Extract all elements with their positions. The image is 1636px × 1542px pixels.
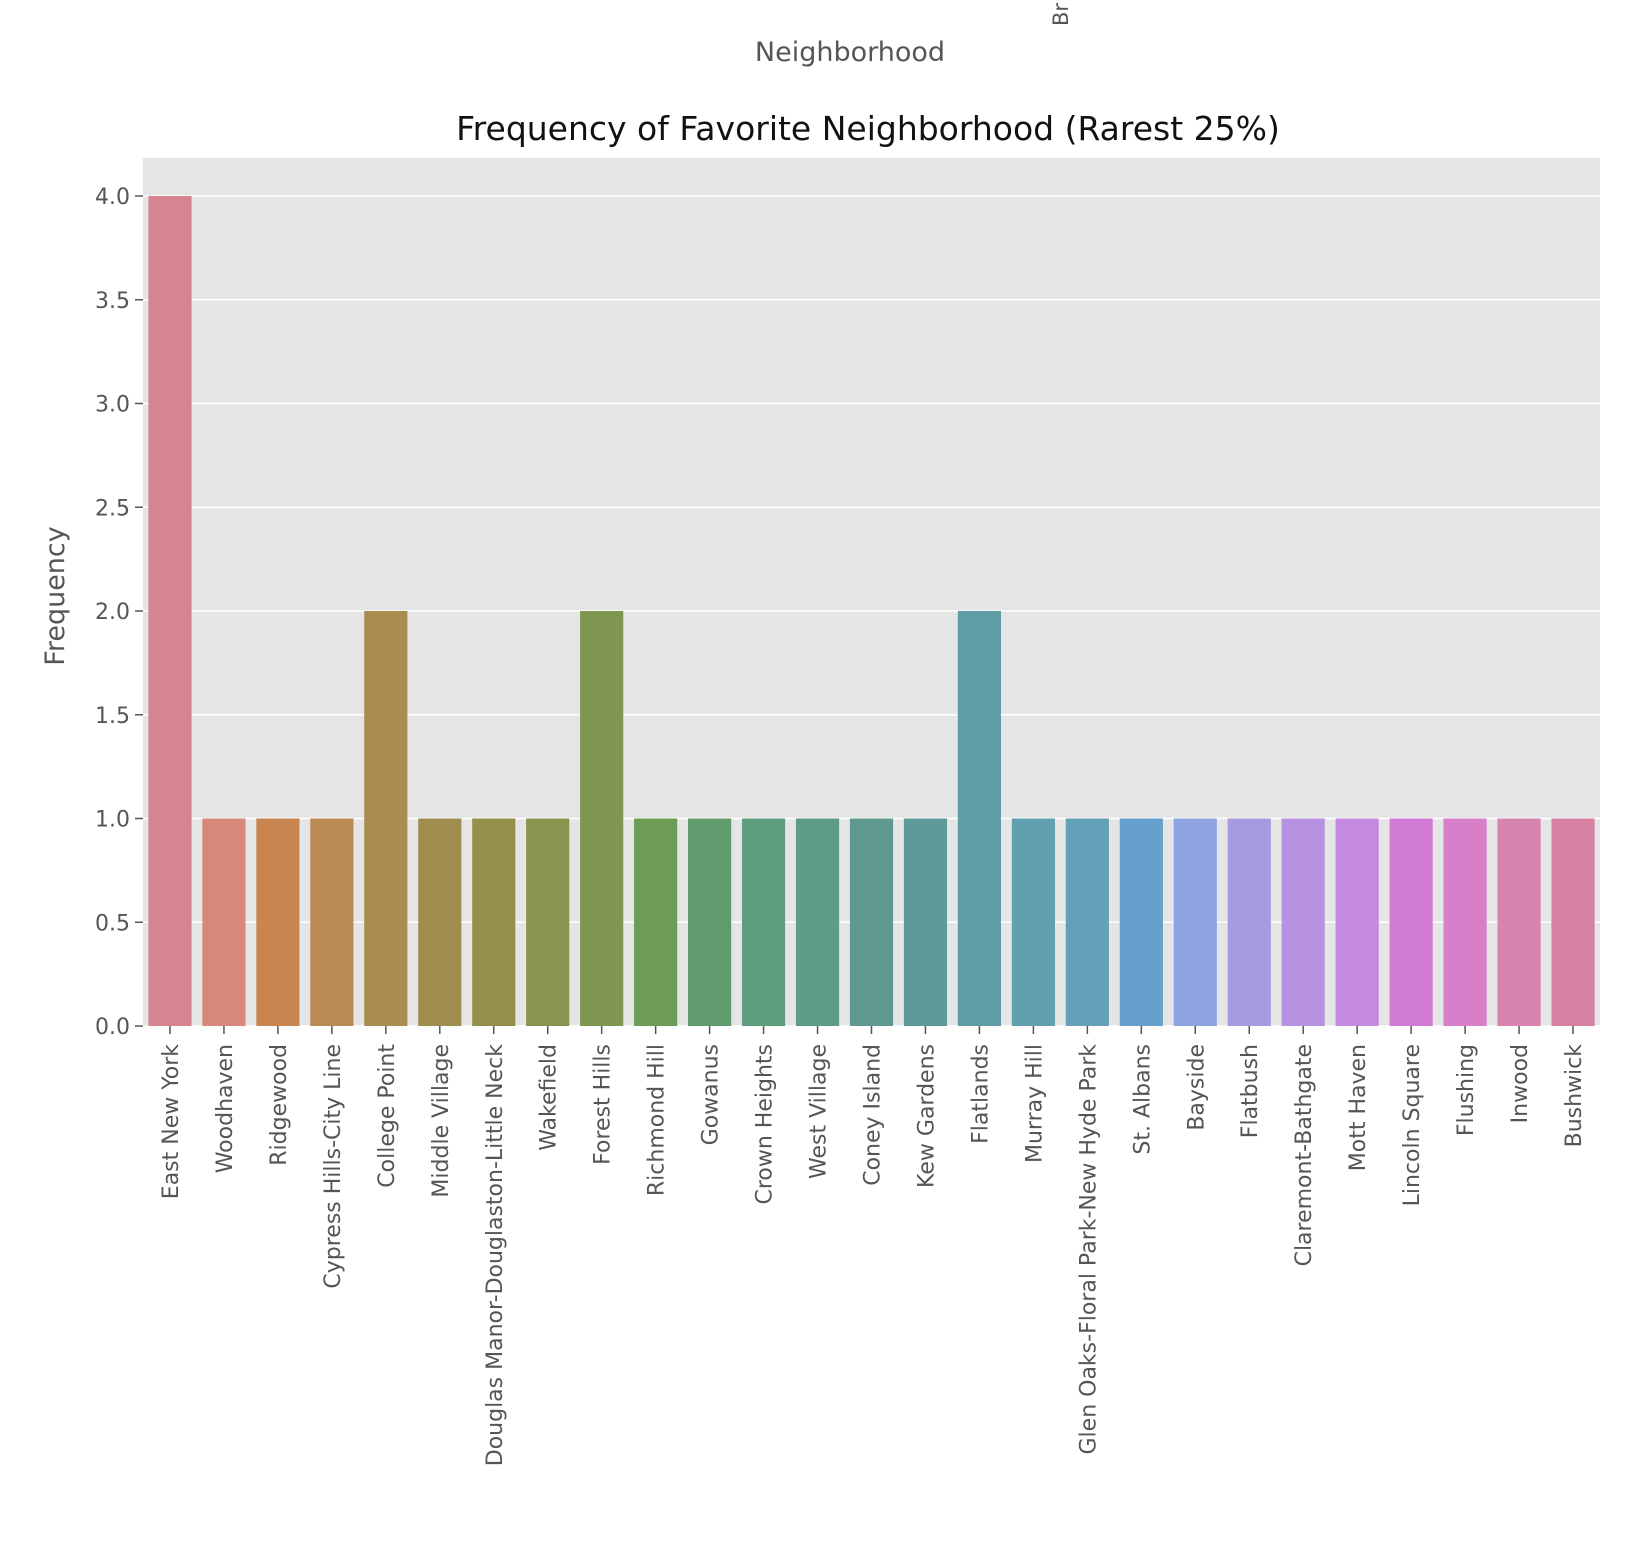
x-tick-label: Crown Heights xyxy=(753,1044,778,1205)
x-tick-label: Lincoln Square xyxy=(1400,1044,1425,1206)
x-tick-label: Richmond Hill xyxy=(645,1044,670,1196)
y-axis: 0.0 0.5 1.0 1.5 2.0 2.5 3.0 3.5 4.0 xyxy=(95,185,143,1040)
x-tick-label: Coney Island xyxy=(861,1044,886,1186)
bar xyxy=(1227,818,1271,1026)
bar xyxy=(1497,818,1541,1026)
y-axis-label: Frequency xyxy=(40,526,71,666)
x-tick-label: Gowanus xyxy=(699,1044,724,1145)
x-tick-label: St. Albans xyxy=(1130,1044,1155,1155)
x-tick-label: Bushwick xyxy=(1562,1044,1587,1148)
bar xyxy=(741,818,786,1026)
bar xyxy=(310,818,354,1026)
y-tick-label: 1.0 xyxy=(95,808,130,833)
y-tick-label: 2.5 xyxy=(95,496,130,521)
x-tick-label: Glen Oaks-Floral Park-New Hyde Park xyxy=(1076,1044,1101,1455)
bar xyxy=(1065,818,1109,1026)
x-tick-label: East New York xyxy=(159,1044,184,1199)
x-tick-label: Woodhaven xyxy=(213,1044,238,1173)
bar xyxy=(957,611,1002,1026)
bar xyxy=(472,818,516,1026)
bar xyxy=(202,818,246,1026)
bar xyxy=(1443,818,1487,1026)
x-tick-label: Kew Gardens xyxy=(914,1044,939,1188)
x-tick-label: College Point xyxy=(375,1044,400,1188)
bar xyxy=(526,818,570,1026)
bar xyxy=(795,818,840,1026)
x-tick-label: Flatlands xyxy=(968,1044,993,1144)
chart-title: Frequency of Favorite Neighborhood (Rare… xyxy=(456,109,1280,148)
bar xyxy=(1551,818,1595,1026)
y-tick-label: 2.0 xyxy=(95,600,130,625)
bar xyxy=(849,818,894,1026)
bar xyxy=(634,818,678,1026)
bar xyxy=(256,818,300,1026)
bar xyxy=(148,196,192,1026)
y-tick-label: 0.0 xyxy=(95,1015,130,1040)
x-tick-label: Cypress Hills-City Line xyxy=(321,1044,346,1289)
x-tick-label: Mott Haven xyxy=(1346,1044,1371,1171)
x-tick-label: Middle Village xyxy=(429,1044,454,1198)
x-tick-label: Flushing xyxy=(1454,1044,1479,1136)
bar xyxy=(580,611,624,1026)
bar xyxy=(364,611,408,1026)
x-tick-label: Ridgewood xyxy=(267,1044,292,1166)
y-tick-label: 3.5 xyxy=(95,289,130,314)
previous-chart-x-axis-label: Neighborhood xyxy=(755,37,945,68)
x-tick-label: Inwood xyxy=(1508,1044,1533,1123)
y-tick-label: 4.0 xyxy=(95,185,130,210)
x-tick-label: West Village xyxy=(807,1044,832,1179)
x-tick-label: Claremont-Bathgate xyxy=(1292,1044,1317,1266)
y-tick-label: 1.5 xyxy=(95,704,130,729)
bar xyxy=(903,818,948,1026)
bars xyxy=(148,196,1595,1026)
bar xyxy=(688,818,732,1026)
bar xyxy=(1011,818,1055,1026)
bar xyxy=(1281,818,1325,1026)
x-tick-label: Wakefield xyxy=(537,1044,562,1151)
bar xyxy=(1335,818,1379,1026)
x-axis: East New York Woodhaven Ridgewood Cypress H… xyxy=(159,1026,1587,1466)
bar xyxy=(1173,818,1217,1026)
x-tick-label: Murray Hill xyxy=(1022,1044,1047,1163)
bar xyxy=(1389,818,1433,1026)
bar xyxy=(418,818,462,1026)
y-tick-label: 3.0 xyxy=(95,393,130,418)
x-tick-label: Flatbush xyxy=(1238,1044,1263,1138)
bar xyxy=(1119,818,1163,1026)
x-tick-label: Douglas Manor-Douglaston-Little Neck xyxy=(483,1044,508,1466)
previous-chart-tick-label-fragment: Br xyxy=(1049,3,1073,26)
x-tick-label: Forest Hills xyxy=(591,1044,616,1165)
y-tick-label: 0.5 xyxy=(95,911,130,936)
x-tick-label: Bayside xyxy=(1184,1044,1209,1131)
